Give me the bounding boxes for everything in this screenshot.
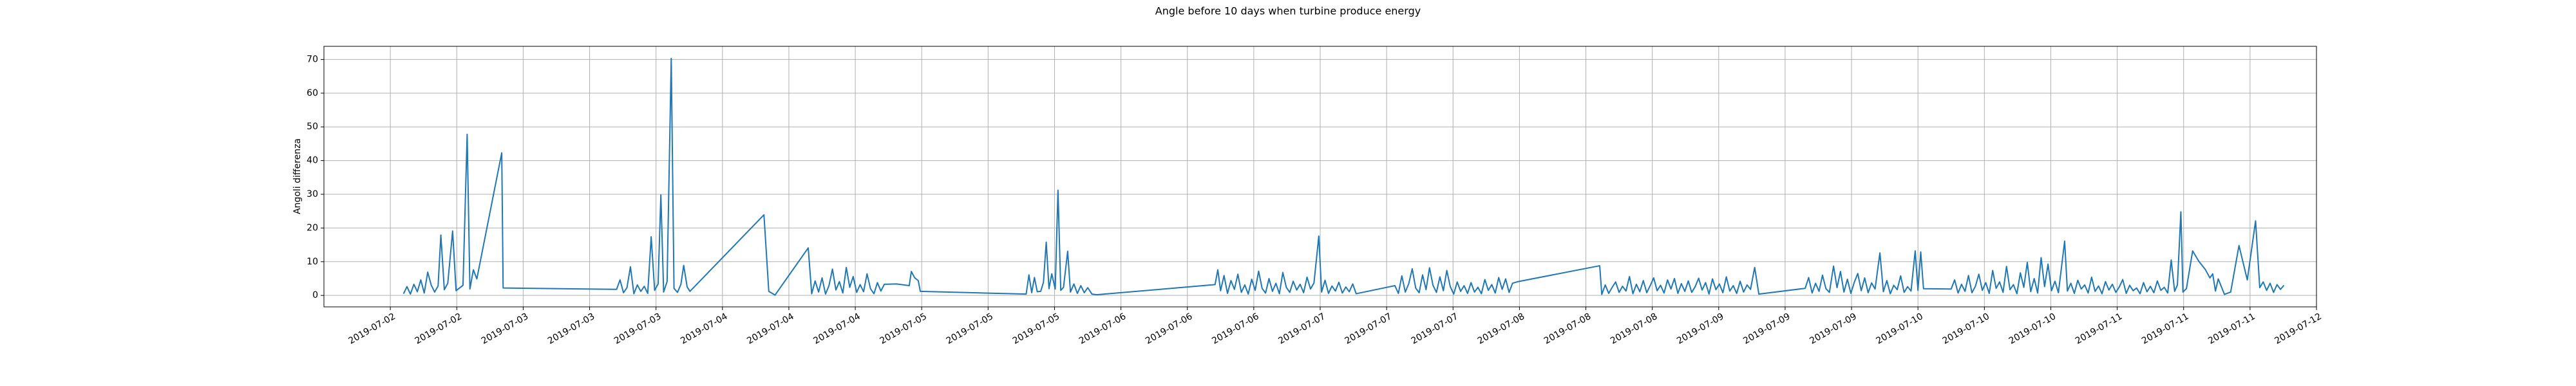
x-tick-label: 2019-07-11: [2074, 311, 2124, 347]
x-tick-label: 2019-07-08: [1542, 311, 1593, 347]
x-tick-label: 2019-07-02: [346, 311, 397, 347]
x-tick-label: 2019-07-02: [413, 311, 464, 347]
plot-frame: [323, 46, 2317, 308]
x-tick-label: 2019-07-03: [546, 311, 596, 347]
x-tick-label: 2019-07-04: [679, 311, 730, 347]
x-tick-label: 2019-07-10: [1941, 311, 1991, 347]
x-tick-label: 2019-07-09: [1675, 311, 1725, 347]
x-tick-label: 2019-07-05: [945, 311, 995, 347]
x-tick-label: 2019-07-07: [1343, 311, 1393, 347]
x-tick-label: 2019-07-03: [480, 311, 530, 347]
y-tick-label: 20: [307, 223, 318, 233]
y-tick-label: 40: [307, 156, 318, 166]
x-tick-label: 2019-07-10: [1875, 311, 1925, 347]
x-tick-label: 2019-07-06: [1144, 311, 1195, 347]
x-tick-label: 2019-07-04: [811, 311, 862, 347]
x-tick-label: 2019-07-12: [2273, 311, 2323, 347]
x-tick-label: 2019-07-03: [612, 311, 663, 347]
x-tick-label: 2019-07-08: [1609, 311, 1659, 347]
x-tick-label: 2019-07-11: [2140, 311, 2190, 347]
y-tick-label: 70: [307, 54, 318, 64]
y-axis-label: Angoli differenza: [292, 138, 303, 214]
y-tick-label: 50: [307, 122, 318, 132]
x-tick-label: 2019-07-08: [1476, 311, 1526, 347]
x-tick-label: 2019-07-09: [1808, 311, 1858, 347]
y-tick-label: 10: [307, 257, 318, 267]
x-tick-label: 2019-07-04: [745, 311, 796, 347]
y-tick-label: 60: [307, 88, 318, 98]
y-tick-label: 0: [312, 290, 318, 300]
x-tick-label: 2019-07-07: [1410, 311, 1460, 347]
x-tick-label: 2019-07-09: [1741, 311, 1792, 347]
x-tick-label: 2019-07-06: [1210, 311, 1261, 347]
x-tick-label: 2019-07-05: [1011, 311, 1061, 347]
x-tick-label: 2019-07-07: [1276, 311, 1327, 347]
data-line: [402, 57, 2285, 296]
x-tick-label: 2019-07-10: [2007, 311, 2058, 347]
chart-title: Angle before 10 days when turbine produc…: [1155, 5, 1421, 17]
x-tick-label: 2019-07-05: [878, 311, 929, 347]
y-tick-label: 30: [307, 189, 318, 199]
x-tick-label: 2019-07-06: [1077, 311, 1128, 347]
x-tick-label: 2019-07-11: [2206, 311, 2257, 347]
